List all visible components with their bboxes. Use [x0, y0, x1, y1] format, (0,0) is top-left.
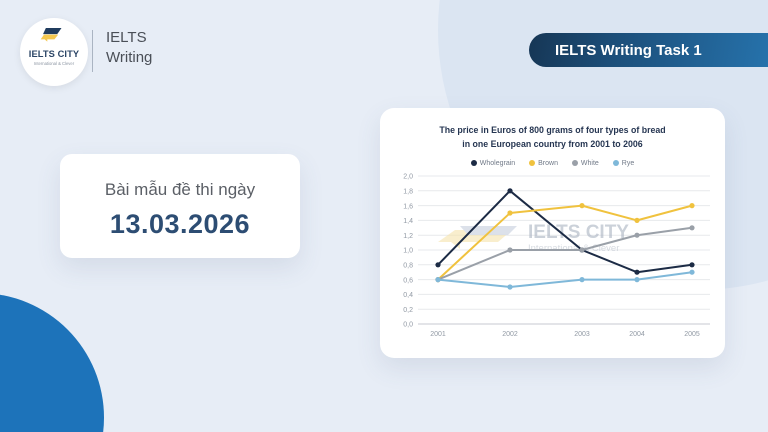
svg-text:0,2: 0,2 — [403, 307, 413, 314]
svg-text:0,4: 0,4 — [403, 292, 413, 299]
svg-text:2003: 2003 — [574, 331, 590, 338]
svg-text:1,0: 1,0 — [403, 248, 413, 255]
svg-text:1,6: 1,6 — [403, 203, 413, 210]
svg-text:1,8: 1,8 — [403, 189, 413, 196]
svg-text:IELTS CITY: IELTS CITY — [528, 222, 629, 243]
svg-text:1,2: 1,2 — [403, 233, 413, 240]
svg-text:2005: 2005 — [684, 331, 700, 338]
svg-text:2002: 2002 — [502, 331, 518, 338]
svg-text:2004: 2004 — [629, 331, 645, 338]
svg-text:1,4: 1,4 — [403, 218, 413, 225]
svg-text:2001: 2001 — [430, 331, 446, 338]
svg-text:2,0: 2,0 — [403, 174, 413, 181]
svg-text:0,6: 0,6 — [403, 277, 413, 284]
svg-text:0,0: 0,0 — [403, 322, 413, 329]
svg-text:0,8: 0,8 — [403, 263, 413, 270]
